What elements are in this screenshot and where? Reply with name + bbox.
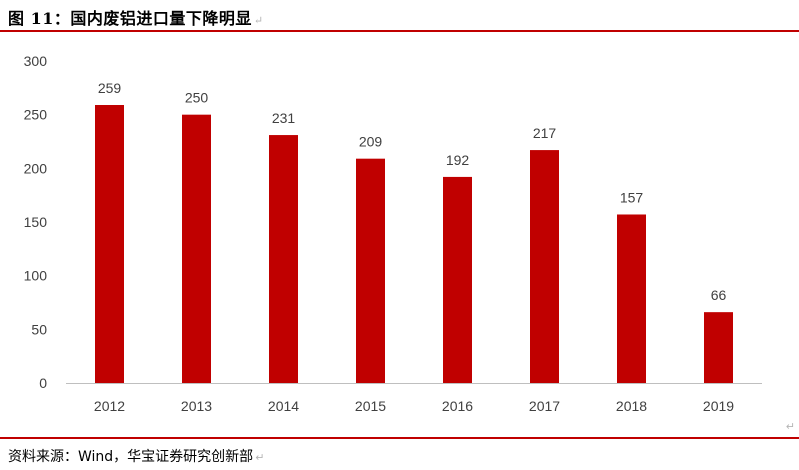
bar-2019 <box>704 312 733 383</box>
y-tick-label: 250 <box>24 107 48 123</box>
figure-title: 图 11：国内废铝进口量下降明显 ↵ <box>8 5 264 29</box>
data-labels: 259 250 231 209 192 217 157 66 <box>98 80 727 303</box>
data-label-2013: 250 <box>185 90 209 106</box>
x-tick-label-2018: 2018 <box>616 398 647 414</box>
bar-2014 <box>269 135 298 383</box>
x-tick-label-2013: 2013 <box>181 398 212 414</box>
y-tick-label: 0 <box>39 375 47 391</box>
x-tick-label-2016: 2016 <box>442 398 473 414</box>
x-tick-label-2014: 2014 <box>268 398 299 414</box>
x-tick-label-2015: 2015 <box>355 398 386 414</box>
data-label-2015: 209 <box>359 134 383 150</box>
y-tick-label: 200 <box>24 160 48 176</box>
y-tick-label: 50 <box>31 321 47 337</box>
x-tick-label-2012: 2012 <box>94 398 125 414</box>
y-axis: 0 50 100 150 200 250 300 <box>24 53 48 391</box>
bar-series <box>95 105 733 384</box>
y-tick-label: 150 <box>24 214 48 230</box>
bar-2017 <box>530 150 559 383</box>
x-tick-label-2019: 2019 <box>703 398 734 414</box>
top-divider <box>0 30 799 32</box>
data-label-2017: 217 <box>533 125 557 141</box>
bar-2013 <box>182 114 211 384</box>
x-axis: 2012 2013 2014 2015 2016 2017 2018 2019 <box>66 383 762 414</box>
figure-title-text: 图 11：国内废铝进口量下降明显 <box>8 9 252 28</box>
data-label-2018: 157 <box>620 189 644 205</box>
paragraph-mark-icon: ↵ <box>785 420 795 433</box>
x-tick-label-2017: 2017 <box>529 398 560 414</box>
bar-2016 <box>443 176 472 383</box>
paragraph-mark-icon: ↵ <box>253 14 264 27</box>
figure-source: 资料来源：Wind，华宝证券研究创新部 ↵ <box>8 446 264 466</box>
y-tick-label: 300 <box>24 53 48 69</box>
figure-source-text: 资料来源：Wind，华宝证券研究创新部 <box>8 449 254 465</box>
data-label-2019: 66 <box>711 287 727 303</box>
data-label-2012: 259 <box>98 80 122 96</box>
bottom-divider <box>0 437 799 439</box>
y-tick-label: 100 <box>24 268 48 284</box>
bar-2015 <box>356 158 385 383</box>
bar-2012 <box>95 105 124 384</box>
bar-2018 <box>617 214 646 383</box>
data-label-2016: 192 <box>446 152 470 168</box>
data-label-2014: 231 <box>272 110 296 126</box>
paragraph-mark-icon: ↵ <box>255 451 265 464</box>
